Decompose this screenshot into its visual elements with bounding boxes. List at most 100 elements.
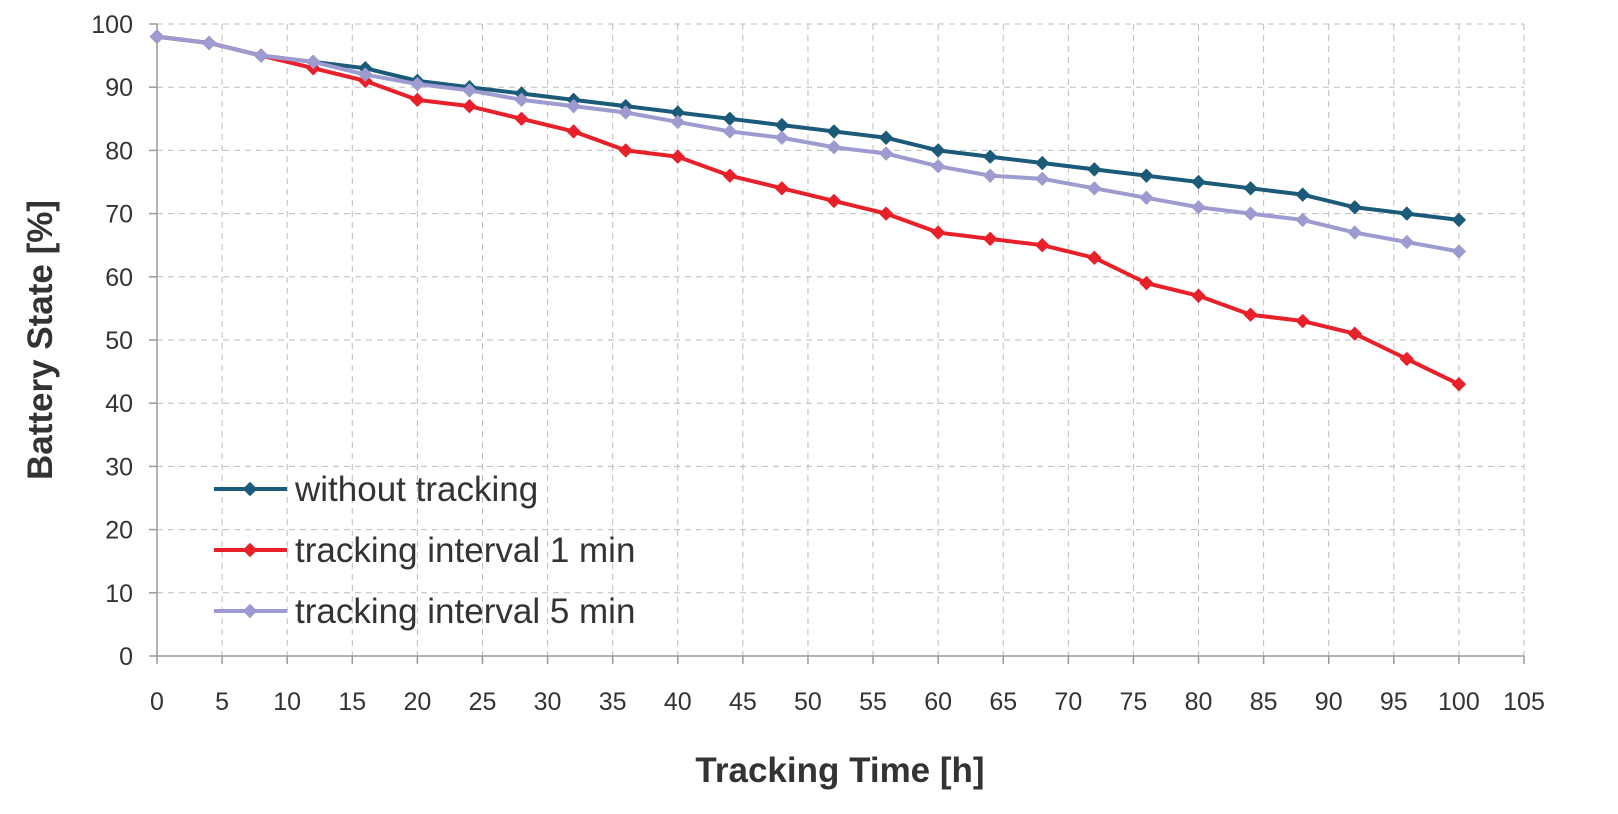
data-point bbox=[1139, 190, 1154, 206]
data-point bbox=[930, 225, 946, 240]
data-point bbox=[1347, 326, 1362, 341]
x-tick-label: 15 bbox=[338, 688, 366, 716]
data-point bbox=[670, 149, 685, 164]
x-tick-label: 5 bbox=[215, 688, 229, 716]
x-tick-label: 10 bbox=[273, 688, 301, 716]
legend-item: tracking interval 1 min bbox=[214, 531, 635, 570]
data-point bbox=[358, 67, 373, 82]
data-point bbox=[1139, 168, 1154, 183]
x-tick-label: 30 bbox=[534, 688, 562, 716]
series-line bbox=[155, 34, 1461, 254]
x-tick-label: 40 bbox=[664, 688, 692, 716]
y-tick-label: 90 bbox=[105, 74, 133, 102]
data-series bbox=[149, 29, 1467, 392]
y-tick-label: 70 bbox=[105, 201, 133, 229]
data-point bbox=[201, 35, 217, 51]
y-axis-title: Battery State [%] bbox=[21, 200, 60, 480]
data-point bbox=[774, 130, 790, 145]
series-line bbox=[155, 34, 1461, 222]
data-point bbox=[410, 92, 425, 108]
data-point bbox=[1243, 307, 1258, 322]
y-tick-label: 80 bbox=[105, 137, 133, 165]
data-point bbox=[1347, 225, 1362, 240]
legend-label: without tracking bbox=[294, 470, 538, 509]
data-point bbox=[826, 124, 842, 139]
data-point bbox=[1243, 181, 1258, 196]
x-tick-label: 95 bbox=[1380, 688, 1408, 716]
data-point bbox=[774, 117, 790, 133]
y-tick-label: 10 bbox=[105, 580, 133, 608]
data-point bbox=[826, 193, 842, 209]
tick-labels: 0 5 10 15 20 25 30 35 40 45 50 55 60 65 70 75 80 85 90 95 10… bbox=[91, 11, 1545, 716]
x-tick-label: 60 bbox=[924, 688, 952, 716]
y-tick-label: 100 bbox=[91, 11, 133, 39]
data-point bbox=[1347, 200, 1362, 215]
data-point bbox=[1451, 212, 1467, 228]
data-point bbox=[618, 105, 633, 120]
data-point bbox=[1191, 200, 1206, 215]
data-point bbox=[983, 231, 998, 247]
legend-label: tracking interval 5 min bbox=[295, 592, 635, 631]
data-point bbox=[462, 98, 477, 114]
data-point bbox=[514, 111, 529, 127]
data-point bbox=[722, 168, 738, 183]
axes bbox=[149, 23, 1525, 664]
data-point bbox=[1243, 206, 1258, 221]
data-point bbox=[462, 83, 477, 98]
y-tick-label: 40 bbox=[105, 390, 133, 418]
data-point bbox=[983, 168, 998, 183]
x-tick-label: 20 bbox=[403, 688, 431, 716]
legend-item: without tracking bbox=[214, 470, 538, 509]
y-tick-label: 60 bbox=[105, 264, 133, 292]
data-point bbox=[253, 48, 269, 63]
x-axis-title: Tracking Time [h] bbox=[695, 751, 984, 790]
data-point bbox=[722, 124, 738, 139]
data-point bbox=[1139, 275, 1154, 291]
data-point bbox=[1035, 155, 1050, 171]
data-point bbox=[566, 124, 581, 139]
data-point bbox=[1451, 377, 1467, 392]
data-point bbox=[1295, 313, 1310, 329]
legend-label: tracking interval 1 min bbox=[295, 531, 635, 570]
data-point bbox=[1035, 171, 1050, 187]
x-tick-label: 90 bbox=[1315, 688, 1343, 716]
x-tick-label: 50 bbox=[794, 688, 822, 716]
x-tick-label: 100 bbox=[1438, 688, 1480, 716]
data-point bbox=[149, 29, 165, 44]
x-tick-label: 0 bbox=[150, 688, 164, 716]
x-tick-label: 75 bbox=[1120, 688, 1148, 716]
data-point bbox=[878, 130, 894, 145]
data-point bbox=[1087, 181, 1102, 196]
data-point bbox=[722, 111, 738, 127]
x-tick-label: 70 bbox=[1054, 688, 1082, 716]
x-tick-label: 55 bbox=[859, 688, 887, 716]
data-point bbox=[774, 181, 790, 196]
y-tick-label: 20 bbox=[105, 517, 133, 545]
data-point bbox=[826, 140, 842, 155]
legend: without tracking tracking interval 1 min t… bbox=[214, 470, 635, 631]
data-point bbox=[1191, 174, 1206, 190]
y-tick-label: 0 bbox=[119, 643, 133, 671]
data-point bbox=[930, 158, 946, 174]
data-point bbox=[983, 149, 998, 164]
data-point bbox=[1191, 288, 1206, 303]
data-point bbox=[878, 146, 894, 161]
legend-marker bbox=[242, 481, 258, 497]
data-point bbox=[1399, 206, 1415, 221]
data-point bbox=[1087, 250, 1102, 266]
data-point bbox=[1035, 237, 1050, 253]
data-point bbox=[306, 54, 321, 70]
x-tick-label: 105 bbox=[1503, 688, 1545, 716]
legend-item: tracking interval 5 min bbox=[214, 592, 635, 631]
data-point bbox=[618, 143, 633, 158]
data-point bbox=[1399, 234, 1415, 250]
y-tick-label: 30 bbox=[105, 453, 133, 481]
x-tick-label: 25 bbox=[469, 688, 497, 716]
data-point bbox=[878, 206, 894, 221]
data-point bbox=[1087, 162, 1102, 177]
series-3 bbox=[149, 29, 1467, 259]
series-line bbox=[155, 34, 1461, 387]
data-point bbox=[410, 76, 425, 92]
